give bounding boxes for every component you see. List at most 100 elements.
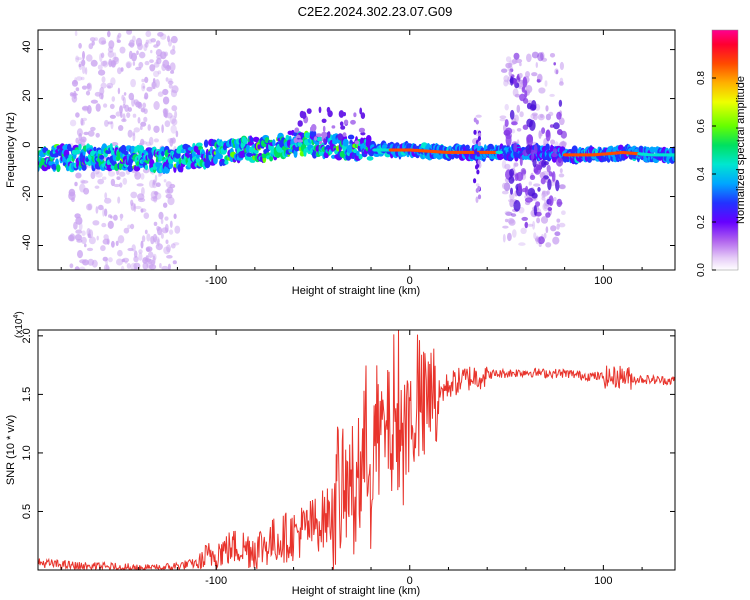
spectrogram-blob: [153, 70, 160, 78]
spectrogram-blob: [130, 202, 136, 211]
spectrogram-blob: [121, 94, 125, 101]
spectrogram-blob: [150, 38, 156, 43]
spectrogram-blob: [113, 183, 121, 188]
spectrogram-blob: [163, 202, 168, 208]
spectrogram-blob: [172, 242, 180, 246]
spectrogram-blob: [151, 81, 156, 90]
spectrogram-blob: [86, 54, 93, 62]
spectrogram-blob: [318, 106, 322, 114]
spectrogram-blob: [556, 198, 563, 208]
snr-axes: -100 0 100 0.5 1.0 1.5 2.0: [21, 328, 675, 587]
spectrogram-blob: [102, 60, 109, 68]
spectrogram-blob: [90, 59, 98, 67]
spectrogram-blob: [159, 263, 162, 269]
spectrogram-blob: [522, 124, 529, 130]
spectrogram-blob: [117, 32, 122, 39]
spectrogram-blob: [97, 178, 105, 185]
spectrogram-blob: [504, 218, 509, 223]
spectrogram-blob: [101, 176, 107, 180]
spectrogram-blob: [75, 87, 80, 92]
spectrogram-blob: [532, 158, 537, 168]
spectrogram-blob: [165, 193, 173, 199]
spectrogram-ridge-cell: [272, 139, 276, 147]
spectrogram-blob: [106, 82, 114, 89]
spectrogram-ridge-cell: [216, 153, 224, 160]
spectrogram-blob: [72, 80, 78, 85]
spectrogram-blob: [162, 108, 169, 115]
spectrogram-blob: [169, 183, 176, 189]
spectrogram-blob: [127, 247, 134, 252]
spectrogram-blob: [331, 125, 336, 129]
spectrogram-blob: [503, 75, 510, 83]
spectrogram-blob: [557, 129, 563, 136]
spectrogram-blob: [122, 177, 128, 185]
spectrogram-blob: [512, 229, 517, 238]
spectrogram-ridge-cell: [365, 135, 372, 143]
spectrogram-blob: [100, 245, 106, 252]
spectrogram-blob: [78, 63, 82, 68]
spectrogram-ridge-cell: [465, 144, 470, 151]
spectrogram-blob: [75, 57, 83, 61]
spectrogram-blob: [543, 161, 549, 166]
spectrogram-blob: [102, 256, 109, 262]
spectrogram-blob: [541, 196, 546, 201]
spectrogram-blob: [160, 33, 167, 40]
spectrogram-blob: [525, 144, 532, 155]
spectrogram-blob: [323, 138, 326, 145]
spectrogram-blob: [126, 112, 131, 118]
spectrogram-blob: [106, 238, 110, 245]
spectrogram-blob: [95, 206, 99, 214]
spectrogram-blob: [97, 64, 103, 70]
spectrogram-blob: [535, 62, 538, 68]
spectrogram-blob: [134, 172, 138, 177]
spectrogram-blob: [83, 131, 89, 136]
spectrogram-blob: [545, 212, 551, 218]
spectrogram-blob: [102, 208, 105, 217]
spectrogram-blob: [119, 46, 126, 54]
spectrogram-blob: [556, 111, 562, 120]
spectrogram-blob: [306, 108, 312, 114]
colorbar-label: Normalized spectral amplitude: [735, 76, 747, 224]
spectrogram-blob: [527, 188, 536, 197]
colorbar: 0.0 0.2 0.4 0.6 0.8 Normalized spectral ampl…: [696, 29, 747, 277]
spectrogram-blob: [90, 171, 96, 180]
spectrogram-blob: [153, 236, 160, 244]
spectrogram-blob: [499, 115, 507, 119]
snr-x-label: Height of straight line (km): [292, 585, 420, 597]
spectrogram-ridge-cell: [261, 153, 268, 159]
spectrogram-blob: [532, 220, 536, 230]
spectrogram-blob: [146, 86, 153, 92]
spectrogram-blob: [518, 242, 526, 246]
spectrogram-blob: [148, 136, 154, 146]
spectrogram-blob: [513, 52, 520, 60]
spectrogram-ridge-cell: [352, 148, 358, 154]
snr-panel: -100 0 100 0.5 1.0 1.5 2.0 Height of straight …: [5, 311, 676, 597]
spectrogram-blob: [148, 251, 154, 258]
spectrogram-blob: [556, 223, 560, 230]
spectrogram-blob: [524, 197, 533, 203]
spectrogram-blob: [77, 250, 83, 259]
spectrogram-blob: [162, 96, 170, 105]
spectrogram-blob: [314, 136, 318, 141]
spectrogram-blob: [160, 232, 164, 239]
spectrogram-blob: [509, 76, 514, 86]
spectrogram-blob: [327, 131, 331, 139]
chart-title: C2E2.2024.302.23.07.G09: [297, 4, 453, 19]
y-tick-label: 0: [21, 141, 33, 147]
spectrogram-blob: [69, 263, 74, 269]
spectrogram-blob: [103, 234, 109, 240]
spectrogram-blob: [520, 227, 527, 234]
y-tick-label: -20: [21, 186, 33, 202]
spectrogram-blob: [174, 225, 181, 234]
spectrogram-blob: [162, 88, 169, 96]
spectrogram-blob: [87, 130, 95, 137]
spectrogram-blob: [531, 72, 538, 77]
spectrogram-blob: [170, 70, 175, 74]
spectrogram-blob: [80, 136, 87, 143]
spectrogram-blob: [95, 132, 100, 138]
spectrogram-blob: [338, 110, 345, 118]
spectrogram-blob: [502, 225, 509, 229]
spectrogram-blob: [157, 173, 162, 177]
spectrogram-blob: [115, 111, 121, 117]
spectrogram-blob: [165, 189, 171, 194]
